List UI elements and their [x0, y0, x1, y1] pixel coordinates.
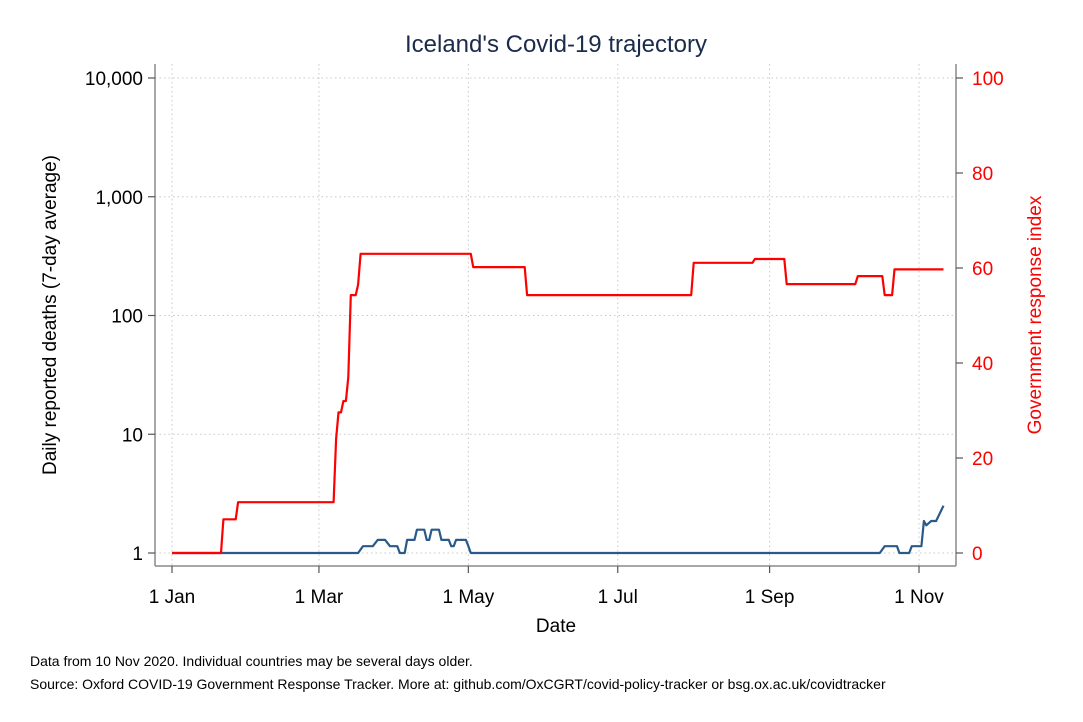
- x-axis-ticks: 1 Jan 1 Mar 1 May 1 Jul 1 Sep 1 Nov: [149, 566, 944, 608]
- right-tick-label: 0: [972, 544, 983, 565]
- x-tick-label: 1 Sep: [745, 587, 795, 608]
- left-tick-label: 100: [111, 307, 143, 328]
- right-tick-label: 100: [972, 69, 1004, 90]
- left-tick-label: 1: [132, 544, 143, 565]
- chart-title: Iceland's Covid-19 trajectory: [405, 31, 707, 58]
- x-tick-label: 1 Jul: [598, 587, 638, 608]
- x-tick-label: 1 Mar: [295, 587, 344, 608]
- x-axis-label: Date: [536, 616, 576, 637]
- left-axis-ticks: 1 10 100 1,000 10,000: [85, 69, 155, 565]
- left-tick-label: 10: [122, 425, 143, 446]
- series-layer: [172, 252, 945, 555]
- right-tick-label: 40: [972, 354, 993, 375]
- right-tick-label: 20: [972, 449, 993, 470]
- x-tick-label: 1 May: [442, 587, 494, 608]
- right-y-axis-label: Government response index: [1025, 195, 1046, 434]
- footnote-source: Source: Oxford COVID-19 Government Respo…: [30, 676, 886, 692]
- footnote-data-date: Data from 10 Nov 2020. Individual countr…: [30, 653, 473, 669]
- grid: [155, 64, 956, 566]
- left-y-axis-label: Daily reported deaths (7-day average): [40, 155, 61, 475]
- response-index-series-line: [172, 252, 944, 555]
- right-tick-label: 80: [972, 164, 993, 185]
- deaths-series-line: [172, 505, 945, 555]
- x-tick-label: 1 Jan: [149, 587, 195, 608]
- right-axis-ticks: 0 20 40 60 80 100: [956, 69, 1004, 565]
- left-tick-label: 1,000: [95, 188, 143, 209]
- right-tick-label: 60: [972, 259, 993, 280]
- left-tick-label: 10,000: [85, 69, 143, 90]
- x-tick-label: 1 Nov: [894, 587, 944, 608]
